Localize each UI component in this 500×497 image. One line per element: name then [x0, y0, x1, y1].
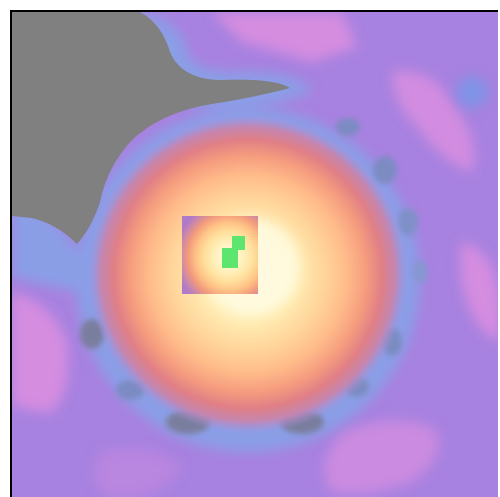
inset-zoom[interactable]: [182, 216, 258, 294]
intensity-map-frame[interactable]: [10, 10, 498, 497]
masked-region: [12, 12, 290, 244]
source-marker[interactable]: [222, 248, 238, 268]
intensity-map[interactable]: [12, 12, 498, 497]
low-intensity-regions: [12, 12, 498, 497]
